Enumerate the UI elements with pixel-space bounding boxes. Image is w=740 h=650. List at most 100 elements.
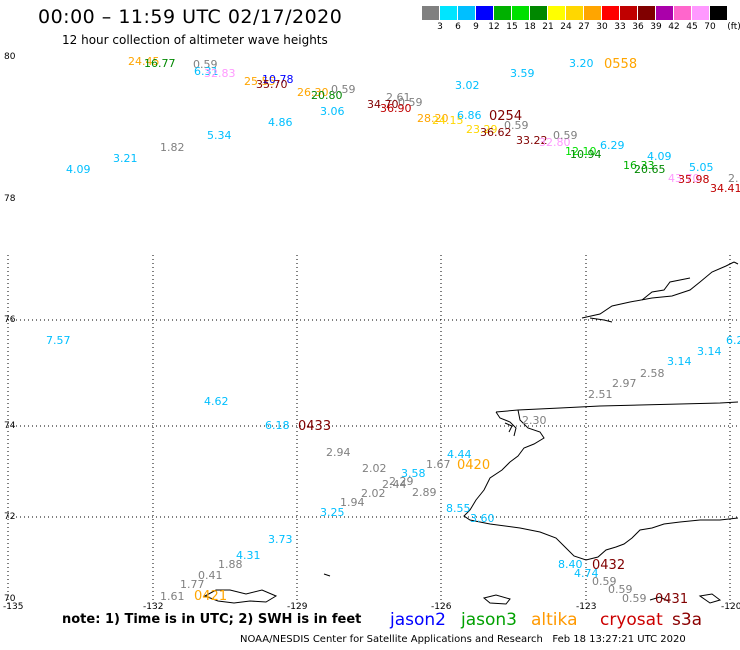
wave-height-label: 2.58 — [640, 367, 665, 380]
wave-height-label: 3.20 — [569, 57, 594, 70]
colorbar-swatch — [620, 6, 637, 20]
colorbar-swatch — [674, 6, 691, 20]
pass-time-label: 0254 — [489, 109, 522, 124]
colorbar-label: 6 — [455, 22, 461, 32]
colorbar-label: 24 — [560, 22, 572, 32]
satellite-legend-s3a: s3a — [672, 610, 703, 630]
satellite-legend-cryosat: cryosat — [600, 610, 663, 630]
colorbar-swatch — [512, 6, 529, 20]
wave-height-label: 43.70 — [668, 172, 700, 185]
wave-height-label: 16.77 — [144, 57, 176, 70]
wave-height-label: 24.45 — [128, 55, 160, 68]
colorbar-swatch — [566, 6, 583, 20]
wave-height-label: 4.31 — [236, 549, 261, 562]
wave-height-label: 3.60 — [470, 512, 495, 525]
wave-height-label: 3.14 — [667, 355, 692, 368]
wave-height-label: 34.70 — [367, 98, 399, 111]
colorbar-label: 9 — [473, 22, 479, 32]
wave-height-label: 1.67 — [426, 458, 451, 471]
wave-height-label: 0.59 — [608, 583, 633, 596]
wave-height-label: 10.78 — [262, 73, 294, 86]
wave-height-label: 10.94 — [570, 148, 602, 161]
wave-height-label: 3.02 — [455, 79, 480, 92]
wave-height-label: 26.30 — [297, 86, 329, 99]
colorbar-swatch — [458, 6, 475, 20]
wave-height-label: 0.59 — [592, 575, 617, 588]
wave-height-label: 2.51 — [588, 388, 613, 401]
wave-height-label: 4.74 — [574, 567, 599, 580]
lat-label: 76 — [4, 315, 16, 325]
satellite-legend-altika: altika — [531, 610, 578, 630]
lon-label: -132 — [143, 602, 163, 612]
wave-height-label: 2.94 — [326, 446, 351, 459]
pass-time-label: 0431 — [655, 592, 688, 607]
pass-time-labels: 0558 0254 0433 0420 0432 0431 0421 — [194, 57, 688, 607]
colorbar-legend: 3 6 9 12 15 18 21 24 27 30 33 36 39 42 45 70 (ft) — [422, 6, 740, 32]
lat-label: 74 — [4, 421, 16, 431]
coastline — [203, 261, 739, 605]
wave-height-label: 4.09 — [647, 150, 672, 163]
colorbar-unit: (ft) — [727, 22, 740, 32]
pass-time-label: 0558 — [604, 57, 637, 72]
colorbar-swatch — [638, 6, 655, 20]
wave-height-label: 6.31 — [194, 65, 219, 78]
colorbar-swatch — [476, 6, 493, 20]
wave-height-label: 5.34 — [207, 129, 232, 142]
wave-height-label: 24.15 — [432, 114, 464, 127]
wave-height-label: 20.65 — [634, 163, 666, 176]
colorbar-swatch — [692, 6, 709, 20]
wave-height-label: 1.61 — [160, 590, 185, 603]
wave-height-label: 8.40 — [558, 558, 583, 571]
wave-height-label: 20.80 — [311, 89, 343, 102]
wave-height-label: 4.62 — [204, 395, 229, 408]
wave-height-label: 32.83 — [204, 67, 236, 80]
wave-height-label: 16.33 — [623, 159, 655, 172]
colorbar-swatch — [530, 6, 547, 20]
map-title: 00:00 – 11:59 UTC 02/17/2020 — [38, 6, 343, 28]
lat-label: 78 — [4, 194, 16, 204]
colorbar-swatch — [494, 6, 511, 20]
wave-height-label: 28.20 — [417, 112, 449, 125]
colorbar-label: 18 — [524, 22, 536, 32]
wave-height-label: 0.41 — [198, 569, 223, 582]
colorbar-label: 45 — [686, 22, 698, 32]
colorbar-swatch — [710, 6, 727, 20]
colorbar-label: 39 — [650, 22, 662, 32]
wave-height-label: 4.86 — [268, 116, 293, 129]
lat-label: 72 — [4, 512, 15, 522]
wave-height-label: 0.59 — [193, 58, 218, 71]
wave-height-label: 4.44 — [447, 448, 472, 461]
wave-height-label: 0.59 — [331, 83, 356, 96]
colorbar-label: 42 — [668, 22, 680, 32]
wave-height-label: 2.44 — [382, 478, 407, 491]
wave-height-label: 3.21 — [113, 152, 138, 165]
pass-time-label: 0433 — [298, 419, 331, 434]
wave-height-label: 7.57 — [46, 334, 71, 347]
units-note: note: 1) Time is in UTC; 2) SWH is in fe… — [62, 612, 362, 627]
colorbar-label: 12 — [488, 22, 500, 32]
wave-height-label: 0.59 — [553, 129, 578, 142]
colorbar-swatch — [422, 6, 439, 20]
colorbar-swatch — [602, 6, 619, 20]
colorbar-label: 15 — [506, 22, 518, 32]
pass-time-label: 0432 — [592, 558, 625, 573]
wave-height-label: 6.2 — [726, 334, 740, 347]
wave-height-label: 6.29 — [600, 139, 625, 152]
pass-time-label: 0420 — [457, 458, 490, 473]
colorbar-label: 3 — [437, 22, 443, 32]
colorbar-label: 36 — [632, 22, 644, 32]
graticule — [7, 255, 738, 605]
wave-height-label: 2.61 — [386, 91, 411, 104]
lon-label: -126 — [431, 602, 452, 612]
colorbar-label: 70 — [704, 22, 716, 32]
wave-height-label: 0.59 — [398, 96, 423, 109]
lon-label: -135 — [3, 602, 23, 612]
wave-height-label: 0.59 — [622, 592, 647, 605]
wave-height-label: 5.05 — [689, 161, 714, 174]
wave-height-label: 33.22 — [516, 134, 548, 147]
colorbar-label: 30 — [596, 22, 608, 32]
wave-height-label: 23.29 — [466, 123, 498, 136]
colorbar-swatch — [656, 6, 673, 20]
